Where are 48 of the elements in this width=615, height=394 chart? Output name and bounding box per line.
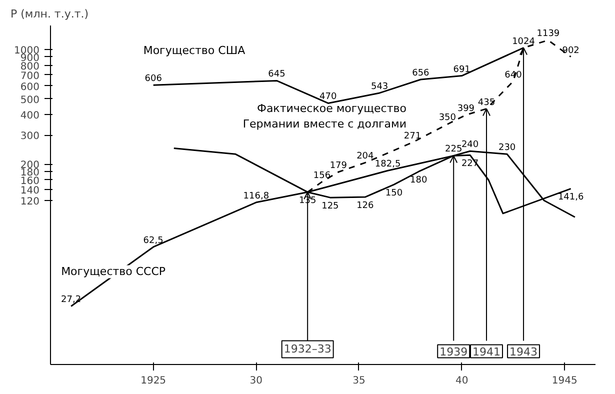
y-axis-title: Р (млн. т.у.т.) xyxy=(10,8,89,20)
data-label: 691 xyxy=(453,64,470,75)
data-label: 350 xyxy=(438,113,456,124)
data-label: 606 xyxy=(144,74,162,84)
y-tick-label: 600 xyxy=(20,82,40,93)
data-label: 141,6 xyxy=(558,192,584,203)
x-tick-label: 40 xyxy=(455,376,468,386)
data-label: 543 xyxy=(370,82,388,92)
data-label: 204 xyxy=(356,152,374,162)
data-label: 271 xyxy=(404,131,422,142)
data-label: 230 xyxy=(498,143,516,154)
data-label: 179 xyxy=(330,161,348,172)
data-label: 240 xyxy=(461,140,479,150)
y-tick-label: 500 xyxy=(20,94,40,106)
x-tick-label: 1945 xyxy=(552,376,578,386)
x-tick-label: 1925 xyxy=(140,376,166,386)
y-tick-label: 160 xyxy=(20,176,40,187)
series-label: Могущество СССР xyxy=(61,265,166,278)
annotation: 1932–33 xyxy=(284,342,332,356)
data-label: 126 xyxy=(356,201,374,212)
y-tick-label: 400 xyxy=(20,110,40,122)
x-tick-label: 30 xyxy=(250,376,263,386)
data-label: 1139 xyxy=(536,29,560,40)
series-label: Фактическое могущество Германии вместе с долгами xyxy=(242,102,407,130)
data-label: 1024 xyxy=(512,36,536,47)
data-label: 125 xyxy=(322,202,339,212)
annotation: 1939 xyxy=(440,346,468,359)
data-label: 62,5 xyxy=(143,236,164,246)
y-tick-label: 300 xyxy=(20,131,40,142)
data-label: 225 xyxy=(445,144,462,155)
data-label: 902 xyxy=(562,46,580,56)
data-label: 150 xyxy=(385,188,403,199)
y-tick-label: 700 xyxy=(20,70,40,82)
data-label: 180 xyxy=(410,176,428,186)
y-tick-label: 120 xyxy=(20,196,40,208)
data-label: 156 xyxy=(313,170,331,181)
annotation: 1941 xyxy=(472,346,501,359)
data-label: 182,5 xyxy=(374,160,401,170)
y-tick-label: 800 xyxy=(20,61,40,72)
data-label: 399 xyxy=(457,104,475,114)
data-label: 645 xyxy=(268,70,286,80)
data-label: 470 xyxy=(320,92,338,102)
data-label: 116,8 xyxy=(243,191,270,202)
annotation: 1943 xyxy=(510,346,538,359)
y-tick-label: 140 xyxy=(20,186,40,197)
text: Могущество США xyxy=(143,44,246,58)
data-label: 656 xyxy=(412,68,430,78)
x-tick-label: 35 xyxy=(352,376,366,386)
